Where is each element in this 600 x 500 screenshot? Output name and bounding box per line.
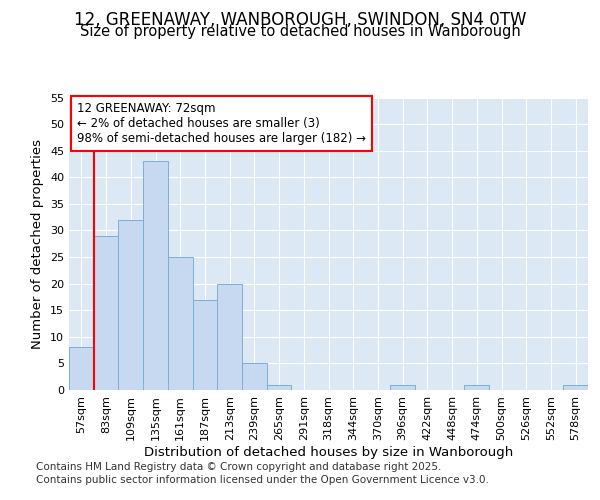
X-axis label: Distribution of detached houses by size in Wanborough: Distribution of detached houses by size … bbox=[144, 446, 513, 458]
Bar bbox=[94, 236, 118, 390]
Bar bbox=[217, 284, 242, 390]
Bar bbox=[143, 162, 168, 390]
Bar bbox=[563, 384, 588, 390]
Bar bbox=[390, 384, 415, 390]
Bar bbox=[69, 348, 94, 390]
Bar bbox=[118, 220, 143, 390]
Bar bbox=[267, 384, 292, 390]
Bar bbox=[242, 364, 267, 390]
Y-axis label: Number of detached properties: Number of detached properties bbox=[31, 138, 44, 349]
Text: Size of property relative to detached houses in Wanborough: Size of property relative to detached ho… bbox=[80, 24, 520, 39]
Text: Contains public sector information licensed under the Open Government Licence v3: Contains public sector information licen… bbox=[36, 475, 489, 485]
Text: 12, GREENAWAY, WANBOROUGH, SWINDON, SN4 0TW: 12, GREENAWAY, WANBOROUGH, SWINDON, SN4 … bbox=[74, 11, 526, 29]
Text: 12 GREENAWAY: 72sqm
← 2% of detached houses are smaller (3)
98% of semi-detached: 12 GREENAWAY: 72sqm ← 2% of detached hou… bbox=[77, 102, 366, 145]
Bar bbox=[464, 384, 489, 390]
Bar bbox=[168, 257, 193, 390]
Bar bbox=[193, 300, 217, 390]
Text: Contains HM Land Registry data © Crown copyright and database right 2025.: Contains HM Land Registry data © Crown c… bbox=[36, 462, 442, 472]
